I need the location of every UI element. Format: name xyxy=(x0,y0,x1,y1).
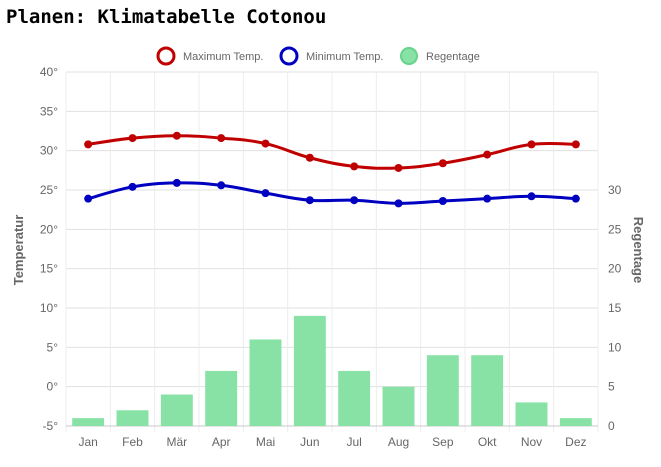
point-min-temp xyxy=(571,194,580,203)
bar-regentage xyxy=(249,339,282,426)
x-tick-label: Apr xyxy=(212,435,231,449)
y-left-tick-label: 30° xyxy=(40,144,58,158)
point-min-temp xyxy=(172,178,181,187)
point-max-temp xyxy=(128,134,137,143)
point-min-temp xyxy=(261,189,270,198)
x-tick-label: Feb xyxy=(122,435,143,449)
y-left-tick-label: 35° xyxy=(40,104,58,118)
y-left-tick-label: 25° xyxy=(40,183,58,197)
x-tick-label: Dez xyxy=(565,435,586,449)
bar-regentage xyxy=(471,355,504,426)
x-tick-label: Okt xyxy=(478,435,497,449)
line-min-temp xyxy=(87,181,576,205)
y-left-tick-label: 20° xyxy=(40,222,58,236)
x-tick-label: Jan xyxy=(78,435,97,449)
x-tick-label: Nov xyxy=(521,435,542,449)
point-min-temp xyxy=(438,197,447,206)
point-max-temp xyxy=(261,139,270,148)
y-left-tick-label: 5° xyxy=(47,340,59,354)
x-tick-label: Mär xyxy=(166,435,187,449)
y-right-tick-label: 15 xyxy=(608,301,622,315)
y-right-tick-label: 5 xyxy=(608,380,615,394)
point-min-temp xyxy=(350,196,359,205)
point-max-temp xyxy=(438,159,447,168)
y-left-tick-label: -5° xyxy=(43,419,59,433)
legend-marker-max-temp xyxy=(156,46,176,66)
y-right-tick-label: 20 xyxy=(608,262,622,276)
point-min-temp xyxy=(527,192,536,201)
x-tick-label: Mai xyxy=(256,435,275,449)
y-left-tick-label: 10° xyxy=(40,301,58,315)
point-min-temp xyxy=(128,182,137,191)
point-max-temp xyxy=(483,150,492,159)
x-tick-label: Jun xyxy=(300,435,319,449)
point-max-temp xyxy=(350,162,359,171)
line-max-temp xyxy=(87,134,576,170)
bar-regentage xyxy=(72,418,105,426)
bar-regentage xyxy=(160,394,193,426)
x-tick-label: Jul xyxy=(346,435,361,449)
point-max-temp xyxy=(305,153,314,162)
bar-regentage xyxy=(205,370,238,426)
legend-label: Regentage xyxy=(426,51,480,63)
bar-regentage xyxy=(293,315,326,426)
y-right-tick-label: 30 xyxy=(608,183,622,197)
bar-regentage xyxy=(382,386,415,426)
y-left-axis-title: Temperatur xyxy=(11,215,26,286)
bar-regentage xyxy=(338,370,371,426)
y-right-tick-label: 0 xyxy=(608,419,615,433)
point-max-temp xyxy=(84,140,93,149)
y-left-tick-label: 15° xyxy=(40,262,58,276)
point-min-temp xyxy=(305,196,314,205)
point-min-temp xyxy=(217,181,226,190)
y-right-tick-label: 25 xyxy=(608,222,622,236)
x-tick-label: Aug xyxy=(388,435,409,449)
bar-regentage xyxy=(116,410,149,426)
point-max-temp xyxy=(172,131,181,140)
bar-regentage xyxy=(426,355,459,426)
x-tick-label: Sep xyxy=(432,435,454,449)
point-max-temp xyxy=(527,140,536,149)
point-min-temp xyxy=(394,199,403,208)
page-title: Planen: Klimatabelle Cotonou xyxy=(6,6,327,28)
y-right-tick-label: 10 xyxy=(608,340,622,354)
point-max-temp xyxy=(217,134,226,143)
point-min-temp xyxy=(84,194,93,203)
y-left-tick-label: 0° xyxy=(47,380,59,394)
point-max-temp xyxy=(571,140,580,149)
legend-marker-min-temp xyxy=(279,46,299,66)
point-max-temp xyxy=(394,163,403,172)
point-min-temp xyxy=(483,194,492,203)
legend-label: Minimum Temp. xyxy=(306,51,383,63)
y-left-tick-label: 40° xyxy=(40,65,58,79)
bar-regentage xyxy=(515,402,548,426)
bar-regentage xyxy=(559,418,592,426)
y-right-axis-title: Regentage xyxy=(631,217,646,283)
legend-marker-regentage xyxy=(400,47,418,65)
legend-label: Maximum Temp. xyxy=(183,51,263,63)
